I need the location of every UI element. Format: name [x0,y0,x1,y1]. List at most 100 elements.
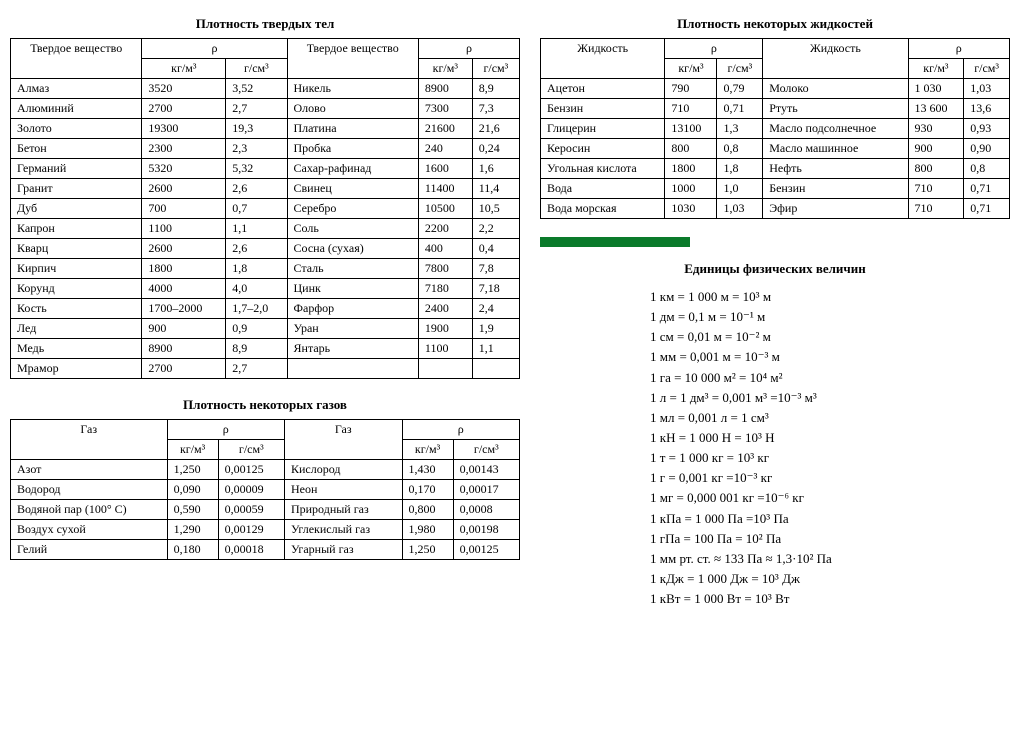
col-substance-2: Твердое вещество [287,39,418,79]
cell-name [287,359,418,379]
cell-name: Золото [11,119,142,139]
cell-name: Гранит [11,179,142,199]
cell-value: 2,3 [226,139,287,159]
cell-name: Ацетон [541,79,665,99]
cell-value: 0,79 [717,79,763,99]
cell-value: 710 [665,99,717,119]
col-gcm3-2: г/см³ [453,440,519,460]
table-row: Алмаз35203,52Никель89008,9 [11,79,520,99]
cell-name: Вода морская [541,199,665,219]
cell-value [472,359,519,379]
cell-value: 0,71 [717,99,763,119]
unit-line: 1 мг = 0,000 001 кг =10⁻⁶ кг [650,488,1010,508]
col-kgm3: кг/м³ [142,59,226,79]
liquids-body: Ацетон7900,79Молоко1 0301,03Бензин7100,7… [541,79,1010,219]
cell-value: 2,6 [226,239,287,259]
col-rho-2: ρ [908,39,1009,59]
cell-value: 0,8 [717,139,763,159]
cell-value: 2700 [142,99,226,119]
cell-name: Лед [11,319,142,339]
cell-name: Воздух сухой [11,520,168,540]
cell-value: 0,24 [472,139,519,159]
col-rho-2: ρ [402,420,519,440]
cell-name: Медь [11,339,142,359]
cell-value: 2300 [142,139,226,159]
table-row: Бетон23002,3Пробка2400,24 [11,139,520,159]
table-row: Водяной пар (100° С)0,5900,00059Природны… [11,500,520,520]
cell-name: Вода [541,179,665,199]
cell-value: 2200 [418,219,472,239]
col-gcm3: г/см³ [717,59,763,79]
solids-header: Твердое вещество ρ Твердое вещество ρ кг… [11,39,520,79]
cell-value: 1,250 [402,540,453,560]
cell-value: 2600 [142,179,226,199]
cell-value: 8,9 [226,339,287,359]
table-row: Алюминий27002,7Олово73007,3 [11,99,520,119]
cell-value: 790 [665,79,717,99]
cell-value: 10,5 [472,199,519,219]
cell-name: Сталь [287,259,418,279]
cell-value: 19300 [142,119,226,139]
col-substance-2: Газ [284,420,402,460]
unit-line: 1 кДж = 1 000 Дж = 10³ Дж [650,569,1010,589]
cell-value: 240 [418,139,472,159]
cell-name: Эфир [763,199,908,219]
cell-value: 1700–2000 [142,299,226,319]
cell-value: 0,590 [167,500,218,520]
gases-title: Плотность некоторых газов [10,397,520,413]
unit-line: 1 км = 1 000 м = 10³ м [650,287,1010,307]
table-row: Бензин7100,71Ртуть13 60013,6 [541,99,1010,119]
col-substance: Жидкость [541,39,665,79]
cell-value: 0,00018 [218,540,284,560]
cell-value: 710 [908,199,964,219]
cell-name: Кислород [284,460,402,480]
cell-name: Кирпич [11,259,142,279]
cell-value: 11,4 [472,179,519,199]
cell-value: 400 [418,239,472,259]
cell-value: 0,00129 [218,520,284,540]
cell-value: 7,18 [472,279,519,299]
cell-name: Масло машинное [763,139,908,159]
cell-value: 900 [142,319,226,339]
cell-name: Ртуть [763,99,908,119]
cell-value: 2700 [142,359,226,379]
cell-value: 800 [665,139,717,159]
cell-name: Глицерин [541,119,665,139]
cell-name: Керосин [541,139,665,159]
cell-value: 0,8 [964,159,1010,179]
cell-name: Алюминий [11,99,142,119]
cell-value: 0,00143 [453,460,519,480]
cell-name: Гелий [11,540,168,560]
cell-value: 0,4 [472,239,519,259]
cell-name: Масло подсолнечное [763,119,908,139]
cell-name: Корунд [11,279,142,299]
table-row: Дуб7000,7Серебро1050010,5 [11,199,520,219]
unit-line: 1 т = 1 000 кг = 10³ кг [650,448,1010,468]
cell-value: 1,7–2,0 [226,299,287,319]
cell-name: Угарный газ [284,540,402,560]
col-kgm3-2: кг/м³ [418,59,472,79]
table-row: Капрон11001,1Соль22002,2 [11,219,520,239]
cell-value: 5,32 [226,159,287,179]
cell-name: Германий [11,159,142,179]
cell-value: 1,8 [717,159,763,179]
col-gcm3-2: г/см³ [472,59,519,79]
cell-value: 2600 [142,239,226,259]
col-substance: Твердое вещество [11,39,142,79]
cell-value: 2,6 [226,179,287,199]
cell-value: 1,980 [402,520,453,540]
cell-value: 2,7 [226,359,287,379]
cell-name: Дуб [11,199,142,219]
cell-value: 5320 [142,159,226,179]
cell-value: 8900 [418,79,472,99]
cell-value: 1,1 [472,339,519,359]
cell-name: Янтарь [287,339,418,359]
cell-value: 21600 [418,119,472,139]
cell-value: 0,180 [167,540,218,560]
col-kgm3-2: кг/м³ [908,59,964,79]
table-row: Золото1930019,3Платина2160021,6 [11,119,520,139]
cell-name: Олово [287,99,418,119]
cell-name: Бензин [541,99,665,119]
table-row: Кость1700–20001,7–2,0Фарфор24002,4 [11,299,520,319]
cell-value: 0,00009 [218,480,284,500]
